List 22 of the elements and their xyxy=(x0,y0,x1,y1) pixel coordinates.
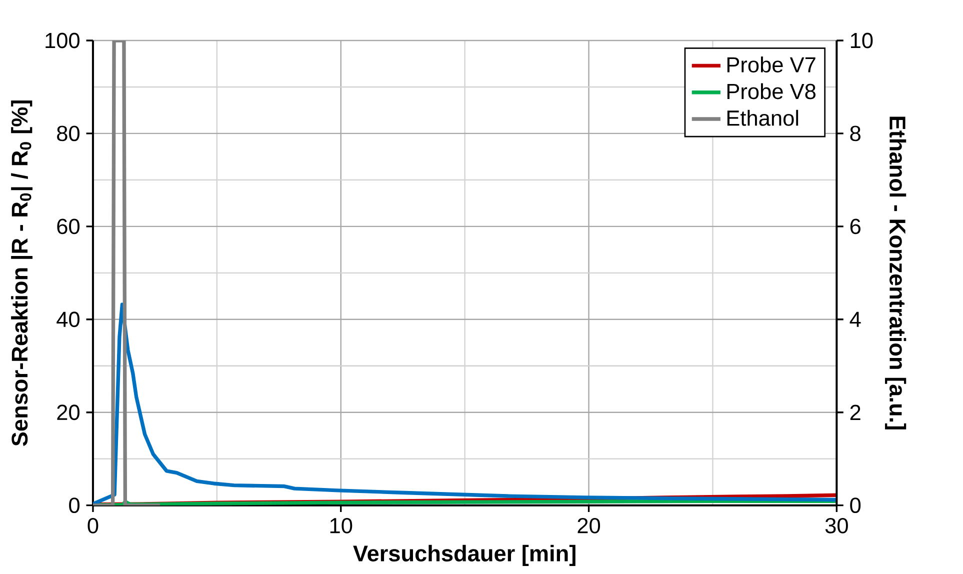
y-tick-label: 60 xyxy=(57,218,80,234)
y2-tick-label: 2 xyxy=(850,404,860,420)
y2-tick-label: 10 xyxy=(850,32,873,48)
y2-tick-label: 4 xyxy=(850,312,861,327)
legend-label: Probe V8 xyxy=(727,82,816,99)
x-tick-label: 0 xyxy=(88,518,98,534)
x-tick-label: 20 xyxy=(578,518,600,534)
x-tick-label: 30 xyxy=(825,518,848,534)
y2-tick-label: 8 xyxy=(850,126,860,141)
y2-tick-label: 0 xyxy=(850,497,861,513)
y-tick-label: 40 xyxy=(56,311,80,327)
y-tick-label: 100 xyxy=(46,32,80,48)
y-tick-label: 0 xyxy=(69,497,80,513)
y-axis-title: Sensor-Reaktion |R - R$_{0}$| / R$_{0}$ [%] xyxy=(11,100,32,446)
legend-label: Probe V7 xyxy=(727,56,816,72)
y2-tick-label: 6 xyxy=(850,218,860,234)
legend-label: Ethanol xyxy=(727,110,798,126)
y2-axis-title: Ethanol - Konzentration [a.u.] xyxy=(885,116,906,430)
x-tick-label: 10 xyxy=(330,518,352,534)
y-tick-label: 20 xyxy=(57,404,80,420)
x-axis-title: Versuchsdauer [min] xyxy=(353,544,576,566)
y-tick-label: 80 xyxy=(57,126,80,141)
